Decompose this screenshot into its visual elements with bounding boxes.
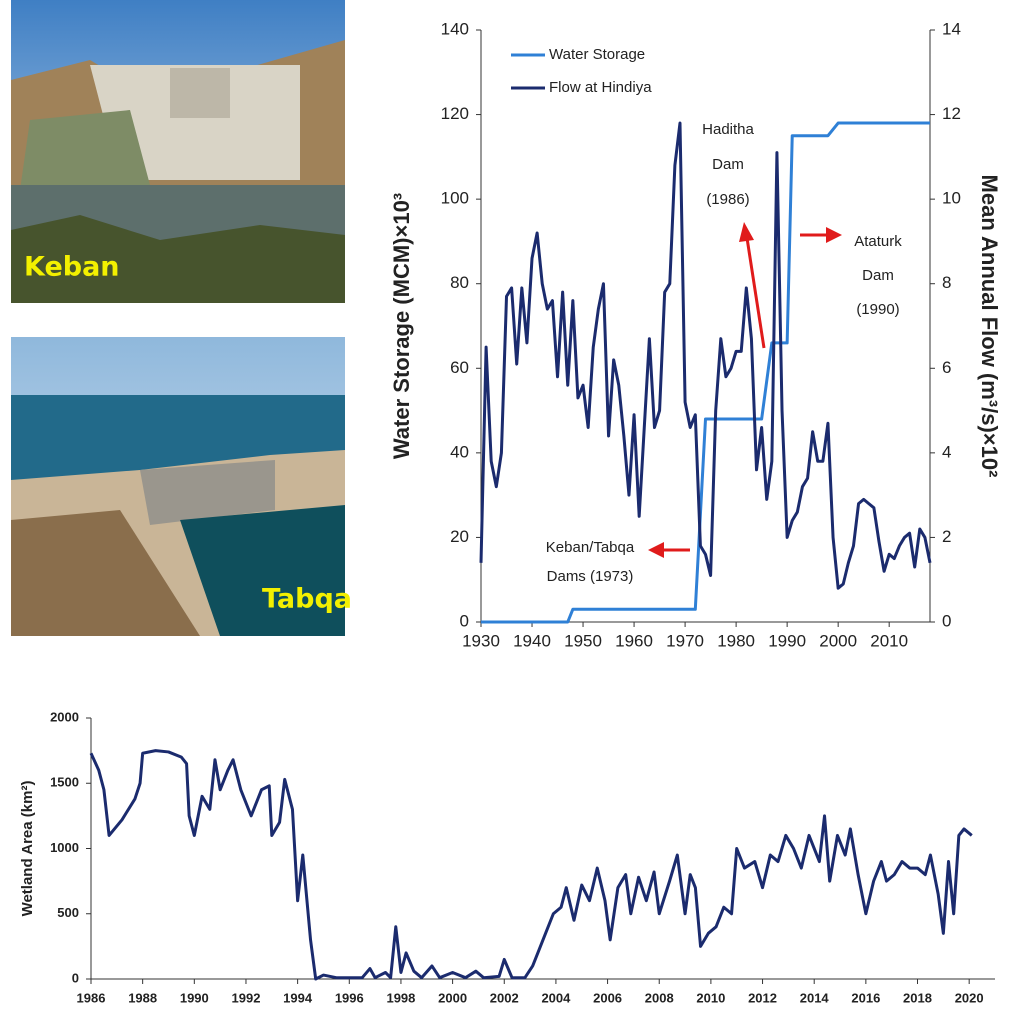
arrows <box>648 222 842 558</box>
x-tick-label: 1960 <box>615 631 653 650</box>
photo-keban: Keban <box>11 0 345 303</box>
y2-tick-label: 12 <box>942 104 961 123</box>
x-tick-label: 1988 <box>128 990 157 1005</box>
y-tick-label: 60 <box>450 358 469 377</box>
x-tick-label: 1998 <box>386 990 415 1005</box>
y-tick-label: 120 <box>441 104 469 123</box>
y-tick-label: 1000 <box>50 840 79 855</box>
y-axis-label: Wetland Area (km²) <box>19 781 36 917</box>
x-tick-label: 1994 <box>283 990 313 1005</box>
x-tick-label: 1986 <box>77 990 106 1005</box>
x-tick-label: 1980 <box>717 631 755 650</box>
annotation: Ataturk <box>854 233 902 250</box>
annotation: Keban/Tabqa <box>546 539 635 556</box>
data-line <box>481 121 930 624</box>
x-tick-label: 1930 <box>462 631 500 650</box>
annotation: Haditha <box>702 121 754 138</box>
x-tick-label: 1990 <box>180 990 209 1005</box>
y2-tick-label: 2 <box>942 527 951 546</box>
annotation: Dam <box>862 267 894 284</box>
annotation: Dam <box>712 156 744 173</box>
y2-axis-label: Mean Annual Flow (m³/s)×10² <box>977 175 1002 478</box>
x-tick-label: 2008 <box>645 990 674 1005</box>
y2-tick-label: 14 <box>942 19 961 38</box>
data-line <box>89 749 973 981</box>
photo-label: Tabqa <box>262 584 352 615</box>
y-tick-label: 0 <box>72 970 79 985</box>
y2-tick-label: 0 <box>942 611 951 630</box>
x-tick-label: 2002 <box>490 990 519 1005</box>
legend-label: Water Storage <box>549 46 645 63</box>
photo-tabqa: Tabqa <box>11 337 352 636</box>
y-tick-label: 20 <box>450 527 469 546</box>
x-tick-label: 2014 <box>800 990 830 1005</box>
photo-label: Keban <box>24 252 120 283</box>
x-tick-label: 1940 <box>513 631 551 650</box>
x-tick-label: 2006 <box>593 990 622 1005</box>
annotation: Dams (1973) <box>547 568 634 585</box>
y2-tick-label: 6 <box>942 358 951 377</box>
legend-label: Flow at Hindiya <box>549 79 652 96</box>
data-line <box>479 121 932 590</box>
x-tick-label: 2000 <box>438 990 467 1005</box>
y2-tick-label: 8 <box>942 273 951 292</box>
x-tick-label: 2012 <box>748 990 777 1005</box>
x-tick-label: 1990 <box>768 631 806 650</box>
x-tick-label: 2018 <box>903 990 932 1005</box>
y2-tick-label: 4 <box>942 442 951 461</box>
x-tick-label: 2010 <box>696 990 725 1005</box>
x-tick-label: 2016 <box>851 990 880 1005</box>
y-tick-label: 0 <box>460 611 469 630</box>
y-tick-label: 1500 <box>50 775 79 790</box>
x-tick-label: 1950 <box>564 631 602 650</box>
x-tick-label: 2010 <box>870 631 908 650</box>
x-tick-label: 1996 <box>335 990 364 1005</box>
y-tick-label: 140 <box>441 19 469 38</box>
x-tick-label: 2000 <box>819 631 857 650</box>
x-tick-label: 2004 <box>541 990 571 1005</box>
annotation: (1986) <box>706 191 749 208</box>
x-tick-label: 1992 <box>232 990 261 1005</box>
x-tick-label: 2020 <box>955 990 984 1005</box>
y-tick-label: 80 <box>450 273 469 292</box>
y-axis-label: Water Storage (MCM)×10³ <box>389 193 414 459</box>
y-tick-label: 500 <box>57 905 79 920</box>
annotation: (1990) <box>856 301 899 318</box>
y-tick-label: 2000 <box>50 709 79 724</box>
x-tick-label: 1970 <box>666 631 704 650</box>
y2-tick-label: 10 <box>942 189 961 208</box>
y-tick-label: 40 <box>450 442 469 461</box>
y-tick-label: 100 <box>441 189 469 208</box>
